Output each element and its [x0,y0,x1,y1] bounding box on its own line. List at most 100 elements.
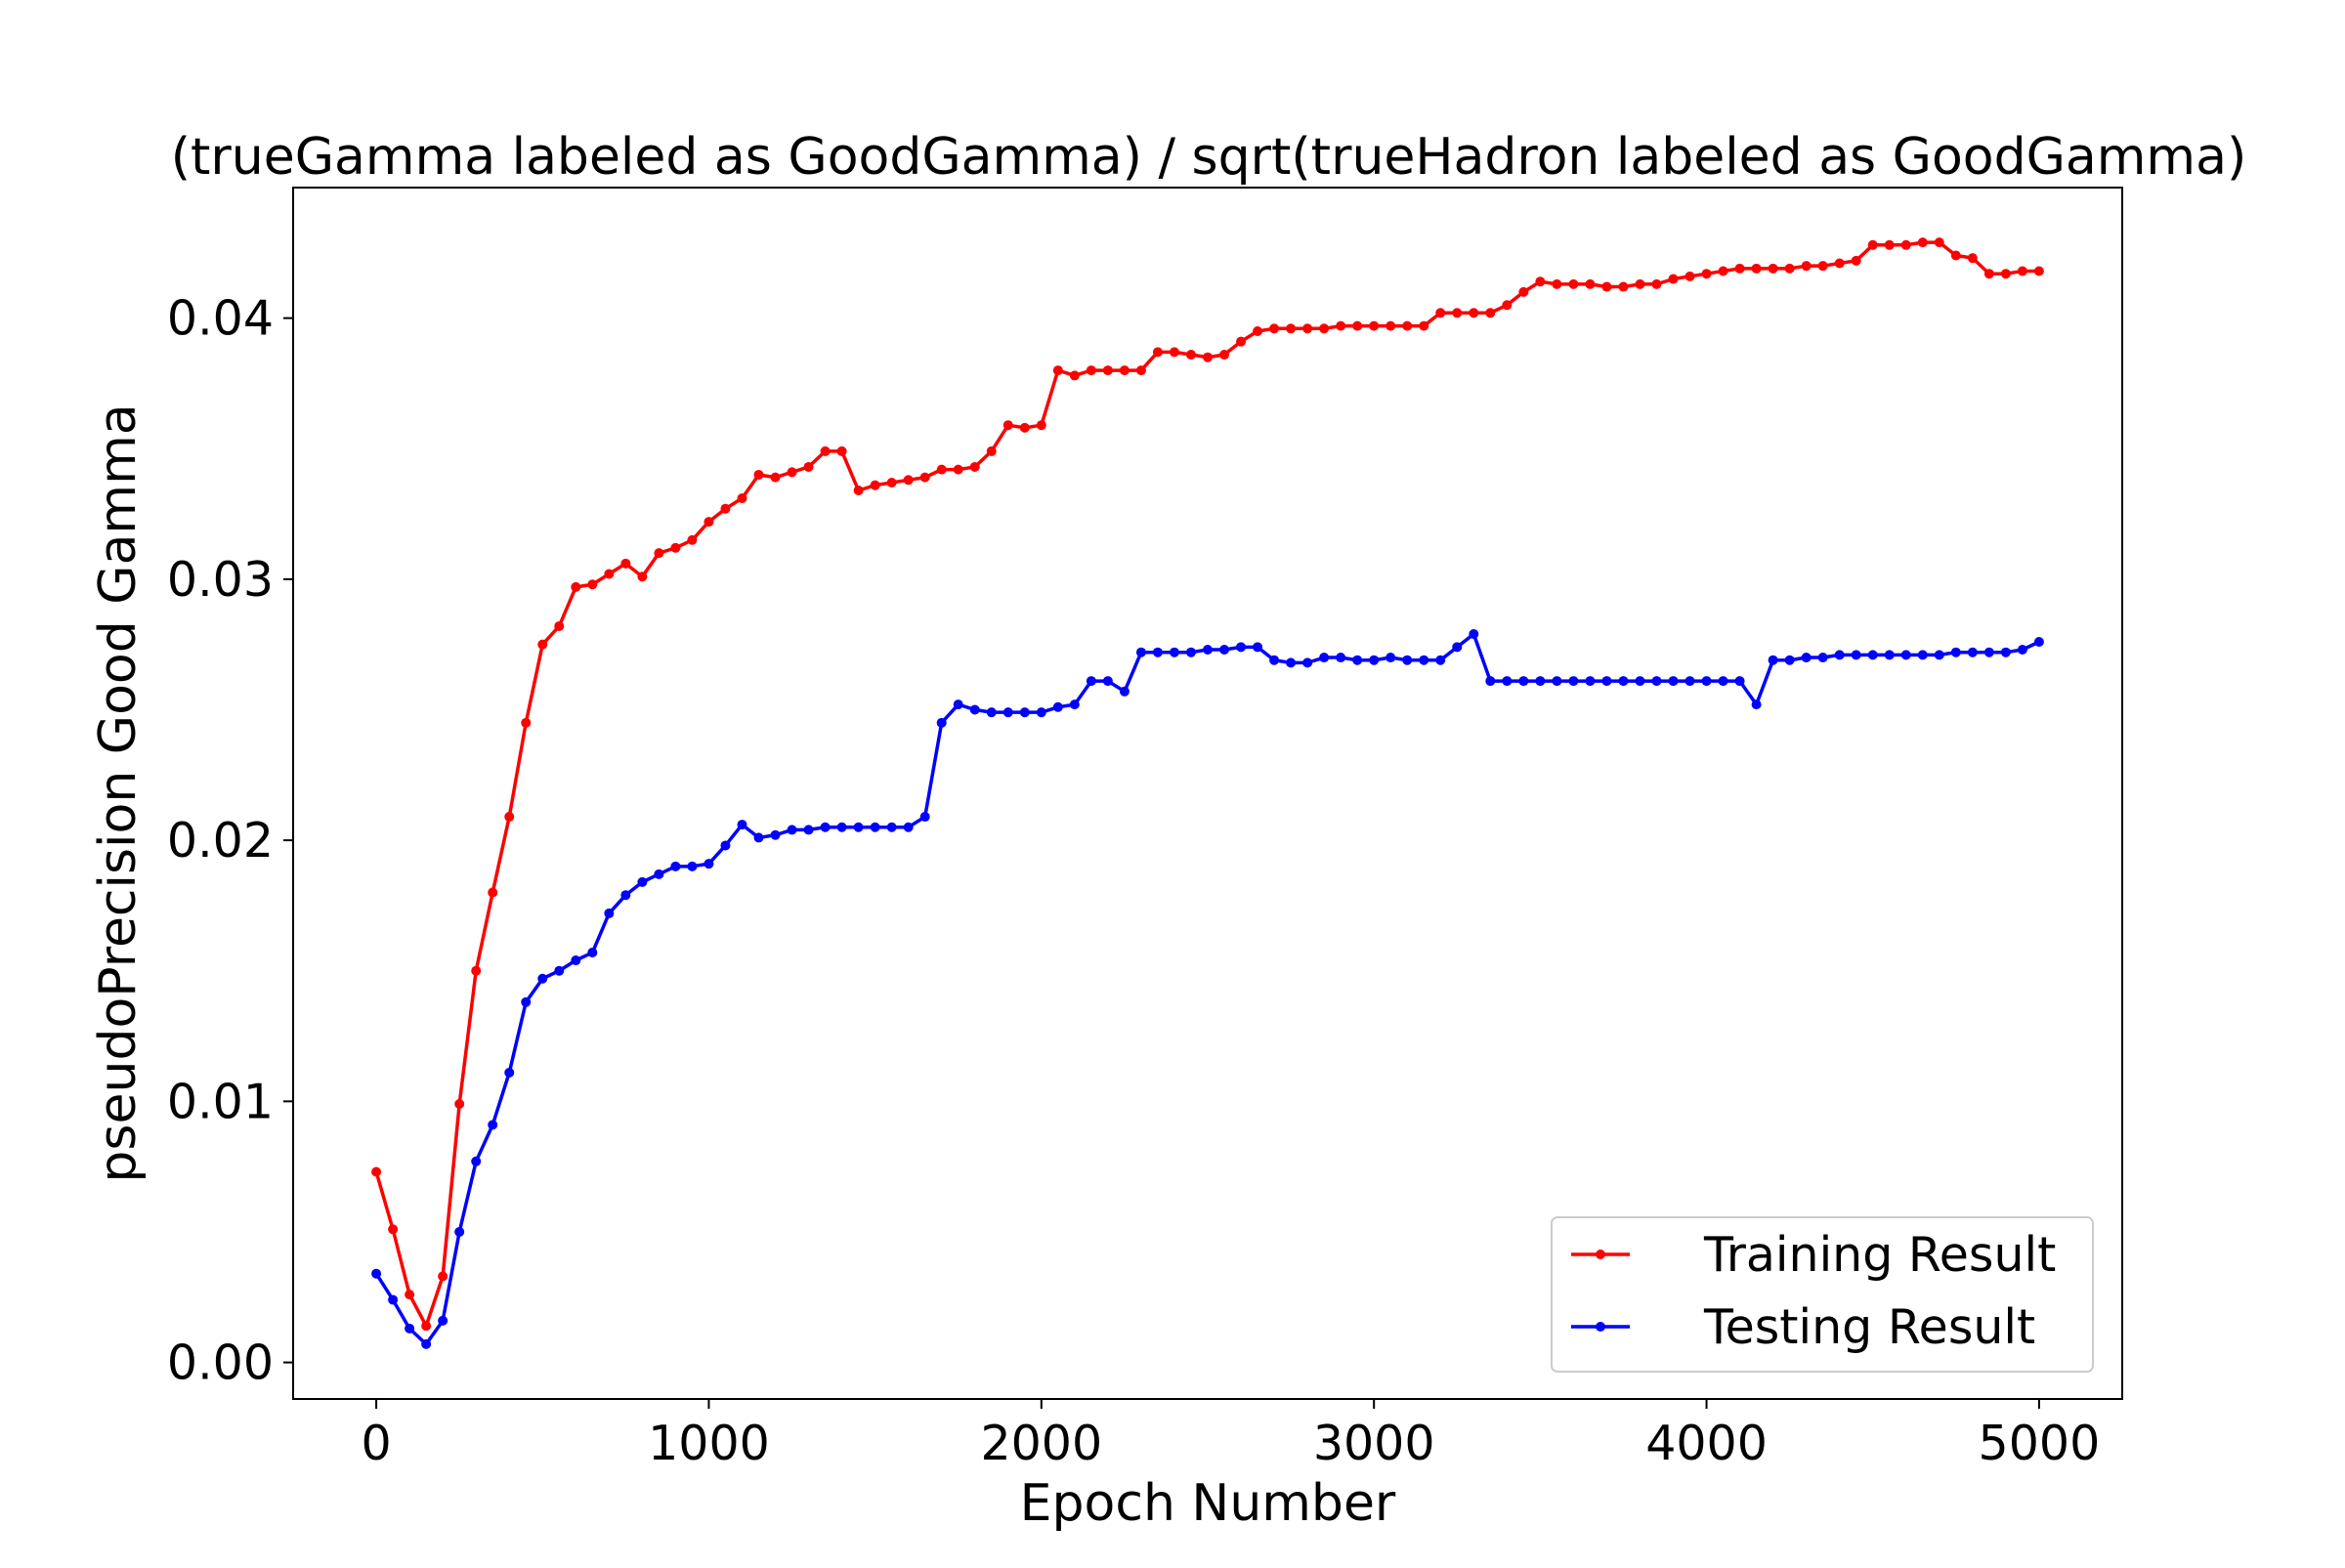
data-point [1552,676,1562,687]
data-point [421,1338,432,1349]
data-point [936,717,947,728]
data-point [853,486,864,495]
data-point [787,825,797,835]
data-point [953,699,963,710]
data-point [1950,647,1961,657]
data-point [1386,320,1396,331]
data-point [1718,676,1728,687]
data-point [1469,628,1479,639]
data-point [903,475,914,486]
data-point [1119,686,1130,697]
data-point [1518,286,1529,297]
plot-series [371,237,2044,1349]
data-point [1801,653,1812,663]
data-point [1651,278,1662,289]
data-point [1834,650,1845,660]
data-point [1817,261,1828,272]
data-point [620,890,631,901]
data-point [504,1067,515,1078]
data-point [1651,676,1662,687]
data-point [1102,676,1113,687]
data-point [1983,647,1994,657]
data-point [438,1315,448,1326]
data-point [1884,650,1895,660]
data-point [820,445,831,456]
data-point [1435,308,1446,318]
legend-label: Training Result [1703,1227,2056,1283]
data-point [1102,365,1113,376]
data-point [1684,676,1695,687]
data-point [1319,323,1330,334]
data-point [521,717,532,728]
data-point [836,445,847,456]
data-point [554,965,565,976]
data-point [1253,642,1263,653]
data-point [2000,269,2011,279]
data-point [986,445,997,456]
data-point [1900,650,1911,660]
data-point [1585,676,1596,687]
y-tick-label: 0.02 [167,813,274,869]
legend-swatch-marker [1596,1322,1605,1332]
legend-box [1551,1216,2094,1373]
x-tick-label: 2000 [980,1416,1102,1471]
data-point [604,908,615,918]
legend-swatch-marker [1596,1250,1605,1259]
data-point [1535,276,1546,287]
data-point [936,464,947,475]
data-point [1419,320,1429,331]
data-point [1185,647,1196,657]
data-point [1185,350,1196,360]
data-point [1236,642,1247,653]
data-point [587,948,598,958]
data-point [2000,647,2011,657]
data-point [1286,323,1297,334]
data-point [1967,253,1978,264]
data-point [670,542,681,553]
data-point [1286,657,1297,668]
legend-item: Testing Result [1571,1299,2035,1355]
y-tick-label: 0.01 [167,1074,274,1129]
data-point [1019,707,1030,718]
data-point [1585,278,1596,289]
data-point [1452,642,1463,653]
data-point [1734,676,1745,687]
data-point [388,1224,399,1235]
data-point [1900,239,1911,250]
data-point [637,876,648,887]
data-point [2017,266,2027,276]
data-point [1419,655,1429,665]
data-point [886,477,897,487]
data-point [853,822,864,832]
data-point [919,812,930,823]
data-point [1485,308,1496,318]
data-point [1269,323,1280,334]
data-point [571,581,581,592]
data-point [1801,261,1812,272]
data-point [820,822,831,832]
series-testing [371,628,2044,1349]
data-point [454,1226,465,1237]
y-axis-label: pseudoPrecision Good Gamma [89,403,148,1182]
data-point [1917,650,1928,660]
data-point [1369,320,1380,331]
data-point [1336,653,1346,663]
data-point [1302,323,1313,334]
data-point [1069,370,1080,381]
data-point [2033,637,2044,647]
data-point [1352,655,1363,665]
data-point [720,840,731,851]
data-point [1203,645,1213,656]
x-axis-ticks: 0 1000 2000 3000 4000 5000 [361,1399,2100,1471]
data-point [1568,676,1579,687]
data-point [969,704,980,715]
data-point [1784,263,1795,274]
data-point [604,569,615,579]
data-point [704,859,714,869]
plot-frame [292,187,2123,1400]
data-point [571,955,581,966]
data-point [803,461,814,472]
data-point [1253,325,1263,336]
data-point [986,707,997,718]
data-point [969,461,980,472]
